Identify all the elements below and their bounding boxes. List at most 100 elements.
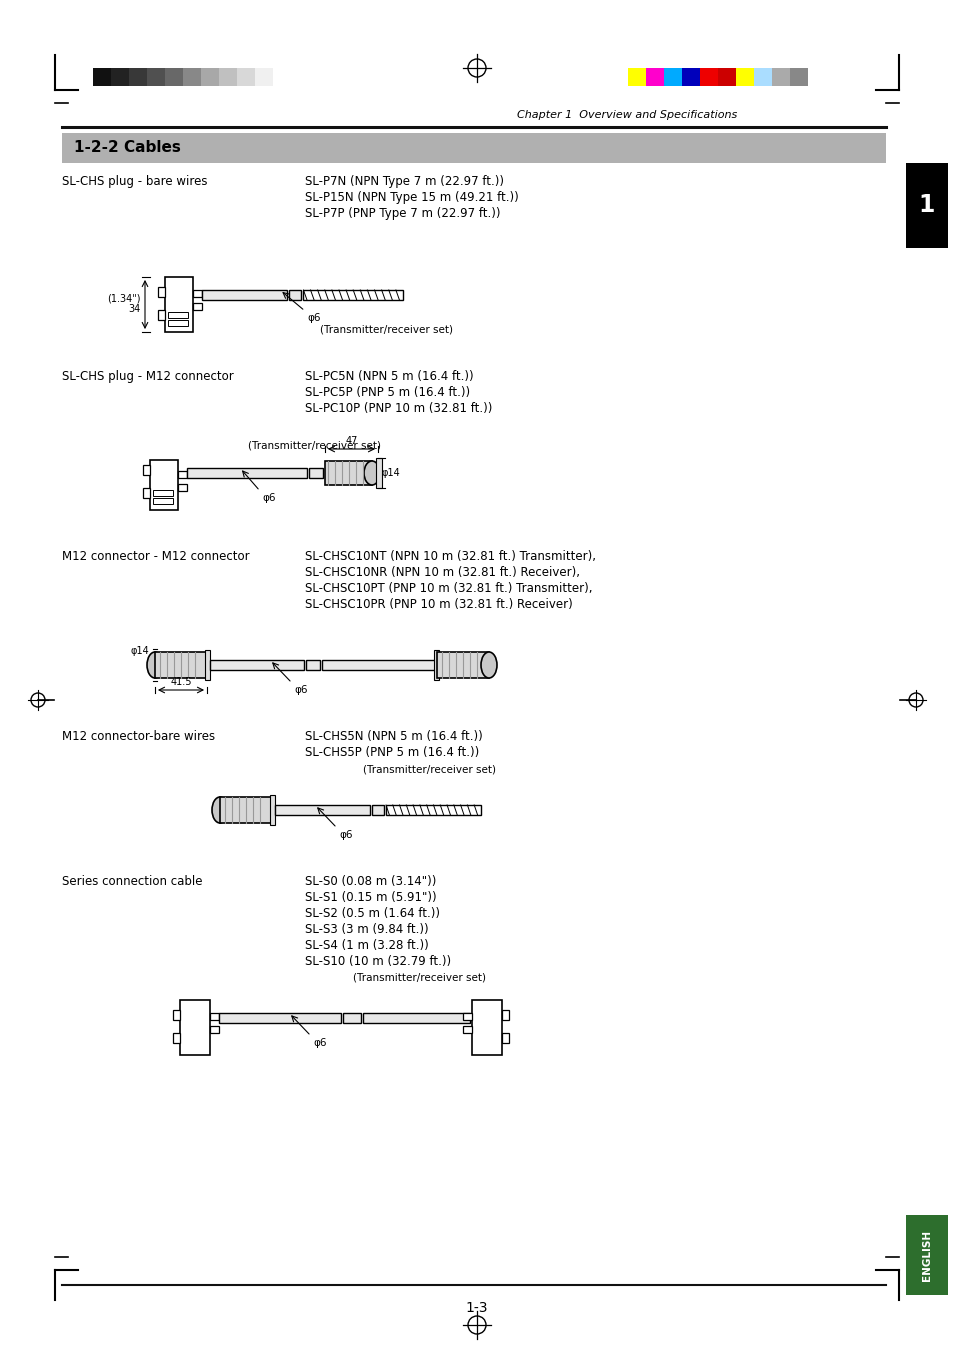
Text: (Transmitter/receiver set): (Transmitter/receiver set) [354, 973, 486, 984]
Bar [143, 465, 150, 475]
Bar [165, 68, 183, 87]
Bar [219, 1013, 341, 1023]
Bar [193, 290, 202, 298]
Text: SL-CHS plug - M12 connector: SL-CHS plug - M12 connector [62, 369, 233, 383]
Text: 47: 47 [345, 436, 357, 446]
Bar [718, 68, 735, 87]
Text: φ6: φ6 [338, 829, 352, 840]
Text: φ14: φ14 [381, 468, 400, 478]
Ellipse shape [212, 797, 228, 823]
Bar [375, 459, 381, 488]
Bar [735, 68, 753, 87]
Text: SL-PC5P (PNP 5 m (16.4 ft.)): SL-PC5P (PNP 5 m (16.4 ft.)) [305, 386, 470, 399]
Bar [362, 1013, 470, 1023]
Text: ENGLISH: ENGLISH [921, 1230, 931, 1280]
Bar [905, 162, 947, 248]
Bar [178, 484, 187, 491]
Text: SL-PC5N (NPN 5 m (16.4 ft.)): SL-PC5N (NPN 5 m (16.4 ft.)) [305, 369, 473, 383]
Text: SL-S1 (0.15 m (5.91")): SL-S1 (0.15 m (5.91")) [305, 892, 436, 904]
Text: (Transmitter/receiver set): (Transmitter/receiver set) [319, 325, 453, 336]
Bar [183, 68, 201, 87]
Bar [129, 68, 147, 87]
Text: (Transmitter/receiver set): (Transmitter/receiver set) [248, 441, 381, 451]
Bar [219, 68, 236, 87]
Text: SL-CHSC10PR (PNP 10 m (32.81 ft.) Receiver): SL-CHSC10PR (PNP 10 m (32.81 ft.) Receiv… [305, 598, 572, 612]
Text: SL-S0 (0.08 m (3.14")): SL-S0 (0.08 m (3.14")) [305, 875, 436, 888]
Bar [150, 460, 178, 510]
Bar [462, 1013, 472, 1020]
Text: 1-3: 1-3 [465, 1302, 488, 1315]
Bar [905, 1215, 947, 1295]
Bar [700, 68, 718, 87]
Text: SL-P7N (NPN Type 7 m (22.97 ft.)): SL-P7N (NPN Type 7 m (22.97 ft.)) [305, 175, 503, 188]
Bar [501, 1009, 509, 1020]
Bar [627, 68, 645, 87]
Bar [92, 68, 111, 87]
Bar [306, 660, 319, 670]
Bar [202, 290, 287, 300]
Bar [178, 471, 187, 478]
Bar [62, 133, 885, 162]
Text: 34: 34 [129, 303, 141, 314]
Text: φ6: φ6 [307, 313, 320, 323]
Bar [201, 68, 219, 87]
Bar [309, 468, 323, 478]
Ellipse shape [364, 461, 379, 484]
Text: SL-S3 (3 m (9.84 ft.)): SL-S3 (3 m (9.84 ft.)) [305, 923, 428, 936]
Bar [210, 1013, 219, 1020]
Bar [143, 488, 150, 498]
Bar [205, 649, 210, 681]
Bar [434, 649, 438, 681]
Bar [154, 652, 207, 678]
Text: φ14: φ14 [131, 645, 150, 656]
Bar [462, 1026, 472, 1032]
Bar [168, 321, 188, 326]
Bar [322, 660, 435, 670]
Bar [303, 290, 402, 300]
Bar [158, 310, 165, 321]
Bar [472, 1000, 501, 1055]
Bar [210, 660, 304, 670]
Bar [180, 1000, 210, 1055]
Bar [386, 805, 480, 815]
Bar [771, 68, 789, 87]
Text: SL-CHSC10NR (NPN 10 m (32.81 ft.) Receiver),: SL-CHSC10NR (NPN 10 m (32.81 ft.) Receiv… [305, 566, 579, 579]
Bar [147, 68, 165, 87]
Text: SL-CHS5N (NPN 5 m (16.4 ft.)): SL-CHS5N (NPN 5 m (16.4 ft.)) [305, 731, 482, 743]
Bar [501, 1032, 509, 1043]
Bar [172, 1009, 180, 1020]
Text: SL-CHS5P (PNP 5 m (16.4 ft.)): SL-CHS5P (PNP 5 m (16.4 ft.)) [305, 746, 478, 759]
Text: SL-P15N (NPN Type 15 m (49.21 ft.)): SL-P15N (NPN Type 15 m (49.21 ft.)) [305, 191, 518, 204]
Text: (Transmitter/receiver set): (Transmitter/receiver set) [363, 764, 496, 775]
Bar [325, 461, 372, 484]
Bar [187, 468, 307, 478]
Bar [789, 68, 807, 87]
Text: M12 connector - M12 connector: M12 connector - M12 connector [62, 551, 250, 563]
Text: 1: 1 [918, 193, 934, 218]
Text: Series connection cable: Series connection cable [62, 875, 202, 888]
Bar [289, 290, 301, 300]
Text: SL-CHS plug - bare wires: SL-CHS plug - bare wires [62, 175, 208, 188]
Text: SL-S4 (1 m (3.28 ft.)): SL-S4 (1 m (3.28 ft.)) [305, 939, 428, 953]
Bar [165, 277, 193, 331]
Text: SL-P7P (PNP Type 7 m (22.97 ft.)): SL-P7P (PNP Type 7 m (22.97 ft.)) [305, 207, 500, 221]
Bar [172, 1032, 180, 1043]
Text: φ6: φ6 [294, 685, 307, 695]
Bar [372, 805, 384, 815]
Ellipse shape [480, 652, 497, 678]
Text: M12 connector-bare wires: M12 connector-bare wires [62, 731, 214, 743]
Ellipse shape [147, 652, 163, 678]
Bar [753, 68, 771, 87]
Bar [436, 652, 489, 678]
Bar [168, 313, 188, 318]
Text: φ6: φ6 [313, 1038, 326, 1049]
Bar [152, 490, 172, 497]
Bar [158, 287, 165, 298]
Text: φ6: φ6 [262, 492, 275, 503]
Text: SL-CHSC10PT (PNP 10 m (32.81 ft.) Transmitter),: SL-CHSC10PT (PNP 10 m (32.81 ft.) Transm… [305, 582, 592, 595]
Text: SL-PC10P (PNP 10 m (32.81 ft.)): SL-PC10P (PNP 10 m (32.81 ft.)) [305, 402, 492, 415]
Bar [343, 1013, 360, 1023]
Bar [270, 796, 274, 825]
Text: (1.34"): (1.34") [108, 294, 141, 303]
Text: Chapter 1  Overview and Specifications: Chapter 1 Overview and Specifications [517, 110, 737, 120]
